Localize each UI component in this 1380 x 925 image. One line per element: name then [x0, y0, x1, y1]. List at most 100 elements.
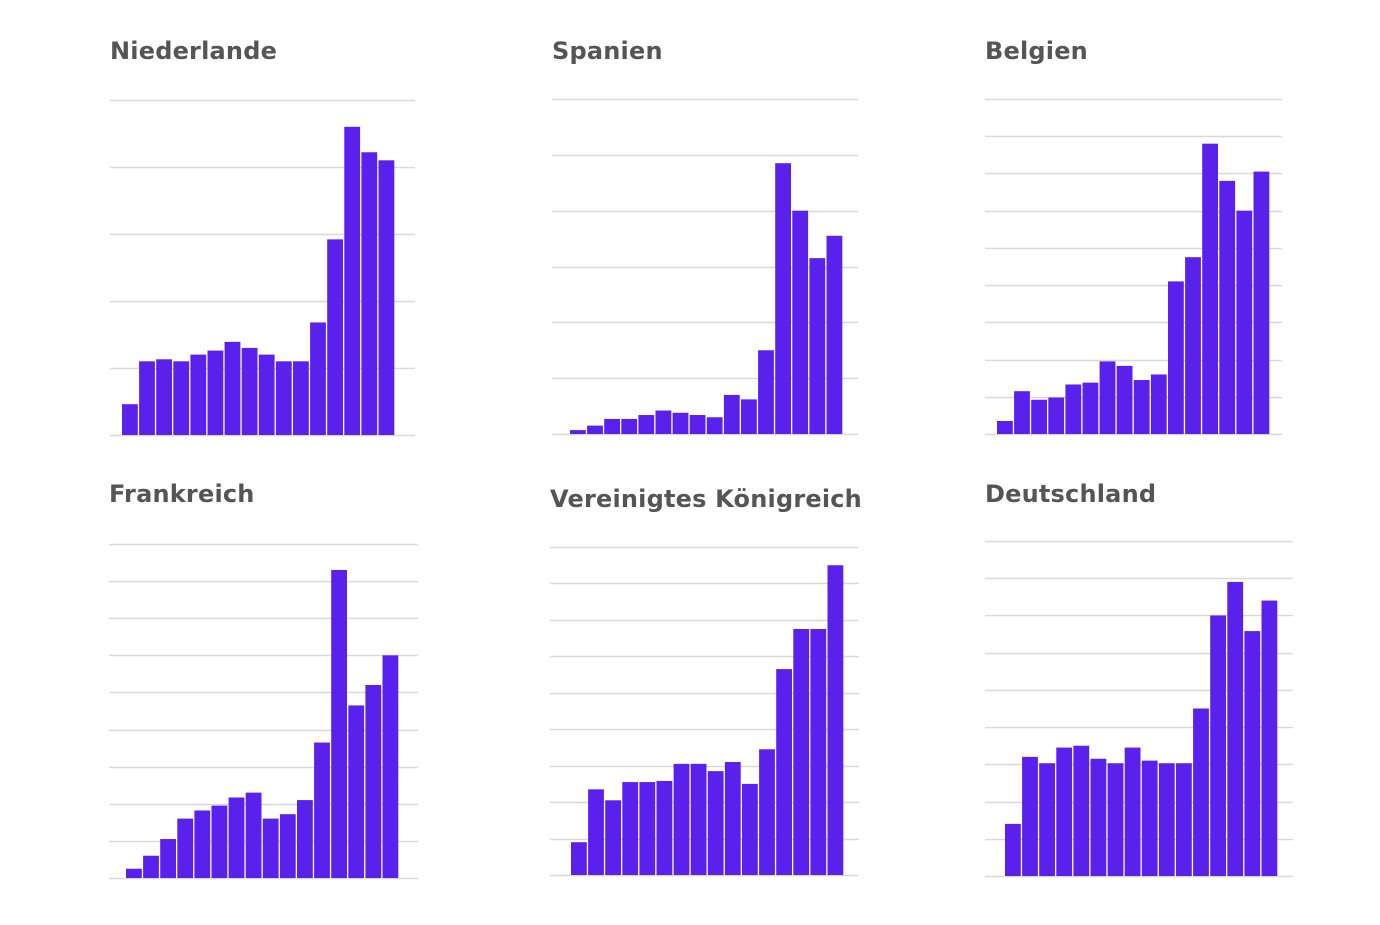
chart-title: Deutschland	[985, 480, 1157, 508]
bar	[571, 842, 587, 875]
bar	[570, 430, 586, 434]
bar	[588, 789, 604, 875]
bar	[1253, 171, 1270, 434]
bar	[262, 818, 279, 878]
bar	[1185, 257, 1201, 434]
chart-title: Niederlande	[110, 37, 278, 65]
bar	[224, 341, 241, 435]
bar	[809, 258, 826, 435]
bar	[1107, 763, 1124, 876]
bar	[639, 782, 656, 875]
bar	[655, 410, 672, 434]
bar	[207, 350, 224, 435]
bar	[1133, 380, 1150, 434]
bar	[279, 814, 296, 878]
bar	[1261, 600, 1278, 876]
bar	[638, 415, 655, 434]
bar	[1193, 708, 1209, 876]
bar	[126, 868, 142, 878]
panel-frankreich: Frankreich	[109, 480, 424, 885]
bar	[742, 783, 758, 875]
bar	[1168, 281, 1184, 434]
bar	[211, 805, 228, 878]
bar	[1202, 143, 1218, 435]
bar	[793, 629, 810, 875]
bar	[758, 350, 774, 434]
bar	[1219, 180, 1236, 434]
bar	[194, 810, 211, 878]
bar	[382, 655, 399, 878]
bar-chart-belgien	[985, 98, 1282, 436]
bar	[1014, 391, 1030, 434]
bar	[997, 420, 1013, 434]
bar	[723, 394, 740, 434]
chart-title: Belgien	[985, 37, 1088, 65]
panel-belgien: Belgien	[985, 37, 1290, 442]
bar	[241, 347, 258, 435]
bar	[1090, 758, 1107, 876]
bar	[673, 763, 690, 875]
bar	[1039, 763, 1055, 876]
bar-chart-vereinigtes-koenigreich	[550, 546, 859, 877]
bar	[587, 425, 603, 435]
bar	[314, 742, 330, 878]
bar	[827, 565, 844, 875]
bar	[1176, 763, 1192, 876]
bar	[1158, 763, 1175, 876]
bar	[348, 705, 365, 878]
bar	[297, 800, 313, 878]
bar	[689, 415, 706, 434]
bar	[1022, 756, 1038, 876]
bar	[1150, 374, 1167, 434]
bar	[1227, 581, 1244, 876]
bar	[293, 361, 309, 435]
panel-deutschland: Deutschland	[985, 480, 1295, 885]
chart-title: Spanien	[552, 37, 663, 65]
bar	[331, 569, 347, 878]
bar	[1116, 365, 1133, 434]
bar-chart-niederlande	[110, 99, 415, 437]
bar	[622, 782, 639, 875]
bar	[1099, 361, 1116, 434]
bar	[656, 780, 673, 875]
bar	[245, 792, 262, 878]
bar	[365, 685, 382, 878]
bar	[826, 235, 843, 434]
bar	[706, 417, 723, 434]
bar	[1210, 615, 1226, 876]
bar	[775, 163, 791, 434]
bar	[1073, 745, 1090, 876]
bar	[122, 404, 138, 435]
bar	[724, 762, 741, 875]
bar	[672, 412, 689, 434]
bar	[327, 239, 343, 435]
bar-chart-deutschland	[985, 540, 1293, 878]
bar	[1124, 747, 1141, 876]
bar	[258, 354, 275, 435]
bar	[776, 669, 792, 875]
bar	[177, 818, 194, 878]
bar	[228, 797, 245, 878]
bar	[310, 322, 326, 435]
bar	[621, 418, 638, 434]
bar	[143, 855, 159, 878]
bar	[173, 361, 190, 435]
bar	[1236, 210, 1253, 434]
bar	[361, 152, 378, 435]
bar	[605, 800, 621, 875]
bar	[156, 359, 172, 435]
bar	[604, 418, 620, 434]
bar	[1048, 397, 1065, 434]
bar	[1244, 631, 1261, 876]
bar	[160, 839, 176, 878]
bar	[707, 771, 724, 875]
bar	[378, 160, 395, 436]
chart-title: Frankreich	[109, 480, 255, 508]
bar	[1005, 823, 1021, 876]
bar	[792, 210, 809, 434]
panel-spanien: Spanien	[552, 37, 862, 442]
bar	[275, 361, 292, 435]
bar-chart-spanien	[552, 98, 858, 436]
chart-title: Vereinigtes Königreich	[550, 485, 862, 513]
bar	[810, 629, 827, 875]
